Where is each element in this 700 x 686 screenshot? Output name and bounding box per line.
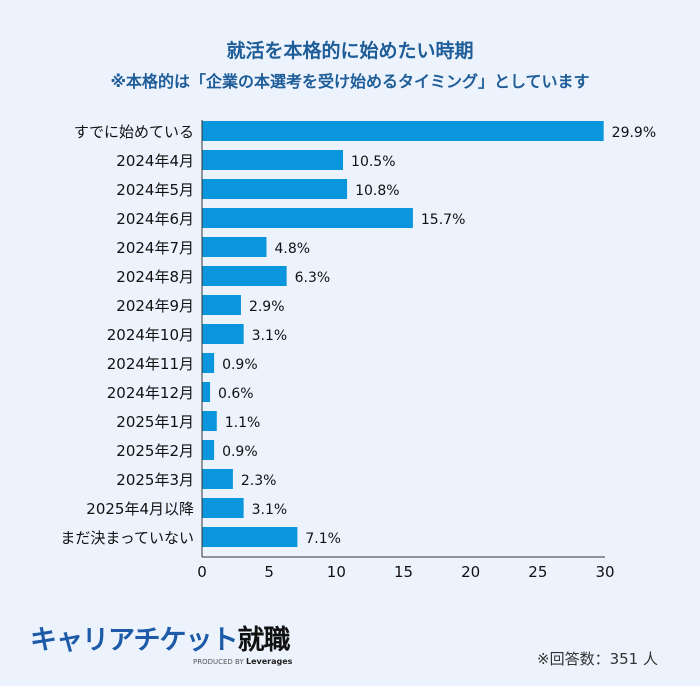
category-label: まだ決まっていない	[60, 529, 194, 547]
value-label: 0.9%	[222, 444, 258, 460]
bar	[202, 382, 211, 402]
category-label: 2025年2月	[116, 442, 194, 460]
category-label: 2024年12月	[107, 384, 194, 402]
category-label: 2024年4月	[116, 152, 194, 170]
category-label: 2024年9月	[116, 297, 194, 315]
chart-title: 就活を本格的に始めたい時期	[226, 40, 474, 62]
category-label: 2024年6月	[116, 210, 194, 228]
bar	[202, 469, 233, 489]
produced-by: PRODUCED BY Leverages	[193, 657, 293, 666]
value-label: 6.3%	[295, 270, 331, 286]
value-label: 7.1%	[305, 531, 341, 547]
value-label: 2.3%	[241, 473, 277, 489]
bar	[202, 150, 344, 170]
category-label: 2024年7月	[116, 239, 194, 257]
value-label: 3.1%	[252, 502, 288, 518]
x-tick-label: 20	[461, 563, 480, 581]
bar	[202, 266, 287, 286]
bar	[202, 411, 217, 431]
chart-subtitle: ※本格的は「企業の本選考を受け始めるタイミング」としています	[110, 72, 590, 91]
value-label: 3.1%	[252, 328, 288, 344]
category-label: 2024年11月	[107, 355, 194, 373]
value-label: 10.5%	[351, 154, 395, 170]
respondents-note: ※回答数：351 人	[537, 650, 658, 668]
x-tick-label: 10	[327, 563, 346, 581]
bar	[202, 353, 215, 373]
category-label: 2024年5月	[116, 181, 194, 199]
value-label: 10.8%	[355, 183, 399, 199]
x-tick-label: 15	[394, 563, 413, 581]
value-label: 15.7%	[421, 212, 465, 228]
bar	[202, 179, 348, 199]
bar	[202, 121, 604, 141]
category-label: 2025年3月	[116, 471, 194, 489]
value-label: 29.9%	[612, 125, 656, 141]
category-label: 2025年4月以降	[86, 500, 194, 518]
bar	[202, 527, 298, 547]
value-label: 4.8%	[274, 241, 310, 257]
category-label: 2024年8月	[116, 268, 194, 286]
category-label: すでに始めている	[74, 123, 194, 141]
bar	[202, 237, 267, 257]
x-tick-label: 30	[595, 563, 614, 581]
career-ticket-logo: キャリアチケット就職	[30, 625, 290, 656]
bar	[202, 295, 241, 315]
category-label: 2024年10月	[107, 326, 194, 344]
bar	[202, 440, 215, 460]
bar	[202, 324, 244, 344]
value-label: 1.1%	[225, 415, 261, 431]
value-label: 2.9%	[249, 299, 285, 315]
value-label: 0.9%	[222, 357, 258, 373]
x-tick-label: 5	[264, 563, 274, 581]
bar	[202, 208, 413, 228]
bar	[202, 498, 244, 518]
category-label: 2025年1月	[116, 413, 194, 431]
x-tick-label: 0	[197, 563, 207, 581]
x-tick-label: 25	[528, 563, 547, 581]
value-label: 0.6%	[218, 386, 254, 402]
